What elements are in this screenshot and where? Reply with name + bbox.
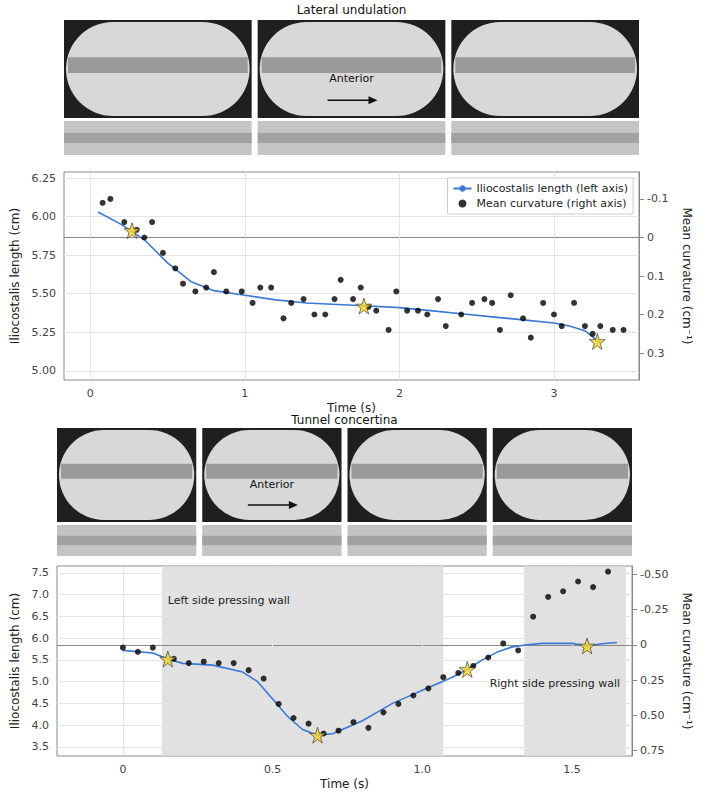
- svg-text:5.0: 5.0: [32, 675, 50, 688]
- svg-text:0: 0: [87, 387, 94, 400]
- svg-text:1.0: 1.0: [414, 763, 432, 776]
- svg-text:-0.50: -0.50: [640, 568, 668, 581]
- svg-text:Iliocostalis length (left axis: Iliocostalis length (left axis): [477, 182, 628, 195]
- svg-text:5.75: 5.75: [32, 249, 57, 262]
- svg-text:0: 0: [647, 231, 654, 244]
- svg-text:0.25: 0.25: [640, 674, 665, 687]
- svg-text:-0.1: -0.1: [647, 192, 668, 205]
- svg-text:Tunnel concertina: Tunnel concertina: [290, 413, 397, 427]
- svg-text:0.3: 0.3: [647, 347, 665, 360]
- svg-text:7.5: 7.5: [32, 566, 50, 579]
- svg-text:6.00: 6.00: [32, 210, 57, 223]
- svg-text:6.0: 6.0: [32, 632, 50, 645]
- svg-text:4.5: 4.5: [32, 697, 50, 710]
- svg-text:0.1: 0.1: [647, 270, 665, 283]
- svg-text:0.75: 0.75: [640, 744, 665, 757]
- svg-text:Lateral undulation: Lateral undulation: [297, 3, 407, 17]
- svg-text:2: 2: [396, 387, 403, 400]
- svg-text:5.00: 5.00: [32, 364, 57, 377]
- svg-text:4.0: 4.0: [32, 719, 50, 732]
- svg-text:6.5: 6.5: [32, 610, 50, 623]
- svg-text:Right side pressing wall: Right side pressing wall: [490, 677, 620, 690]
- svg-text:1.5: 1.5: [563, 763, 581, 776]
- svg-text:3.5: 3.5: [32, 740, 50, 753]
- svg-text:5.5: 5.5: [32, 653, 50, 666]
- svg-text:7.0: 7.0: [32, 588, 50, 601]
- svg-text:Anterior: Anterior: [329, 72, 374, 85]
- svg-text:0: 0: [640, 638, 647, 651]
- svg-text:Mean curvature (right axis): Mean curvature (right axis): [477, 197, 627, 210]
- svg-text:0: 0: [119, 763, 126, 776]
- svg-text:Iliocostalis length (cm): Iliocostalis length (cm): [8, 208, 22, 344]
- svg-text:0.5: 0.5: [264, 763, 282, 776]
- svg-text:Time (s): Time (s): [319, 777, 369, 791]
- svg-text:5.50: 5.50: [32, 287, 57, 300]
- svg-text:5.25: 5.25: [32, 326, 57, 339]
- svg-text:3: 3: [550, 387, 557, 400]
- svg-text:0.50: 0.50: [640, 709, 665, 722]
- svg-text:6.25: 6.25: [32, 172, 57, 185]
- svg-text:0.2: 0.2: [647, 308, 665, 321]
- svg-text:Time (s): Time (s): [326, 401, 376, 415]
- svg-text:Anterior: Anterior: [250, 478, 295, 491]
- svg-text:Left side pressing wall: Left side pressing wall: [168, 594, 290, 607]
- svg-text:Mean curvature (cm⁻¹): Mean curvature (cm⁻¹): [680, 207, 694, 344]
- svg-text:-0.25: -0.25: [640, 603, 668, 616]
- svg-text:1: 1: [241, 387, 248, 400]
- svg-text:Mean curvature (cm⁻¹): Mean curvature (cm⁻¹): [680, 592, 694, 729]
- svg-text:Iliocostalis length (cm): Iliocostalis length (cm): [8, 593, 22, 729]
